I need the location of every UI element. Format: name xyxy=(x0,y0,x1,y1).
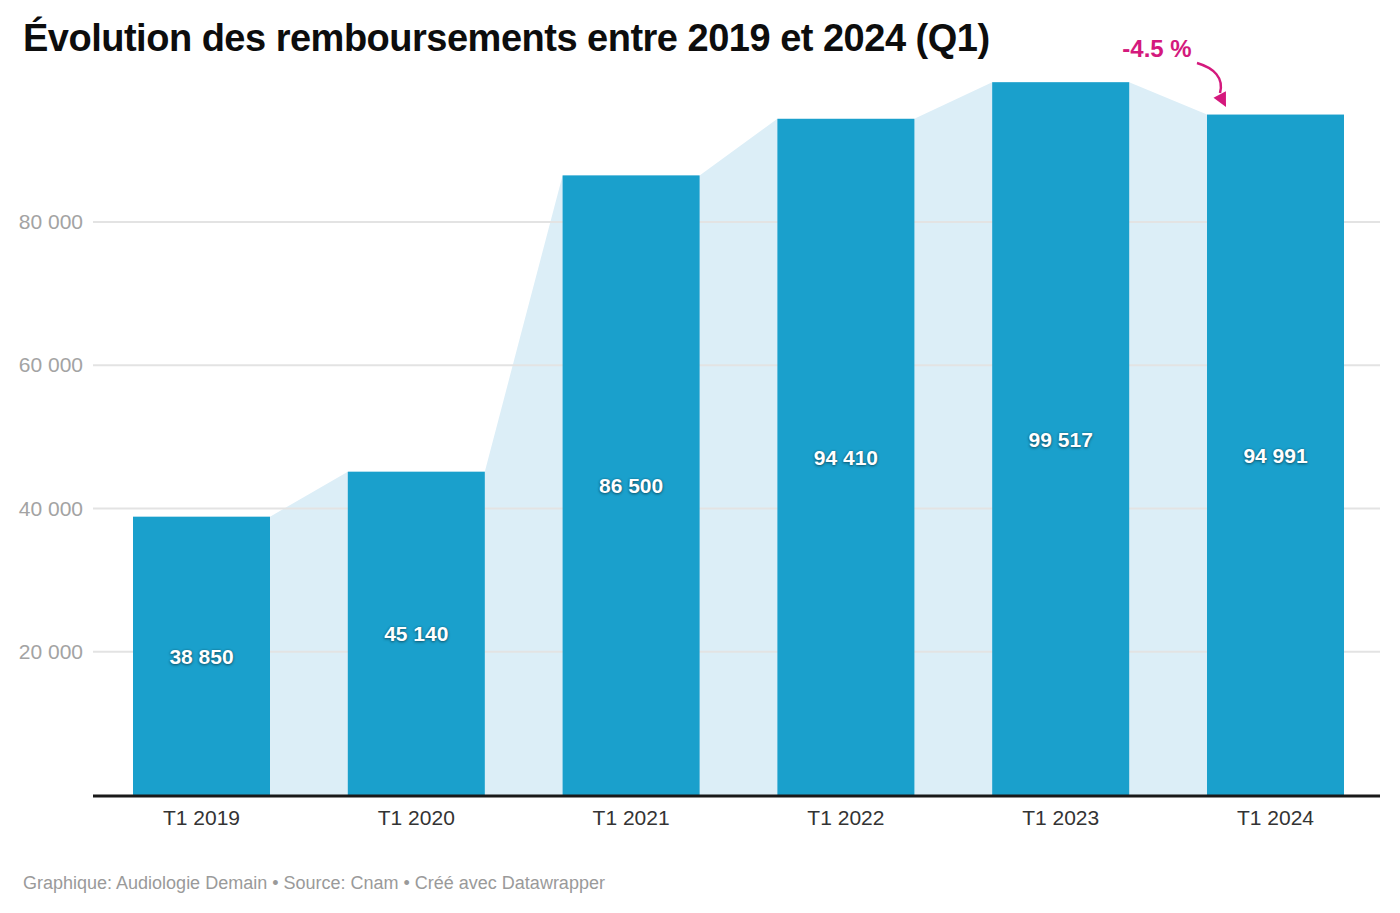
annotation-arrowhead-icon xyxy=(1214,91,1227,107)
y-tick-label: 20 000 xyxy=(19,640,83,663)
bar-value-label: 86 500 xyxy=(599,474,663,497)
x-axis-label: T1 2024 xyxy=(1237,806,1314,829)
annotation-arrow xyxy=(1197,63,1221,93)
bar-chart: 20 000 40 000 60 000 80 000 38 850 45 140 86 5… xyxy=(0,0,1400,913)
y-tick-label: 60 000 xyxy=(19,353,83,376)
x-axis-label: T1 2019 xyxy=(163,806,240,829)
y-tick-label: 40 000 xyxy=(19,497,83,520)
x-axis-label: T1 2021 xyxy=(593,806,670,829)
bar-value-label: 94 991 xyxy=(1243,444,1308,467)
bar-value-label: 99 517 xyxy=(1029,428,1093,451)
bar-value-label: 38 850 xyxy=(169,645,233,668)
x-axis-label: T1 2022 xyxy=(807,806,884,829)
chart-canvas: Évolution des remboursements entre 2019 … xyxy=(0,0,1400,913)
annotation-label: -4.5 % xyxy=(1122,35,1191,62)
background-area xyxy=(133,82,1344,795)
bar-value-label: 45 140 xyxy=(384,622,448,645)
x-axis-label: T1 2023 xyxy=(1022,806,1099,829)
bar-value-label: 94 410 xyxy=(814,446,878,469)
y-tick-label: 80 000 xyxy=(19,210,83,233)
chart-footer: Graphique: Audiologie Demain • Source: C… xyxy=(23,873,605,894)
x-axis-label: T1 2020 xyxy=(378,806,455,829)
